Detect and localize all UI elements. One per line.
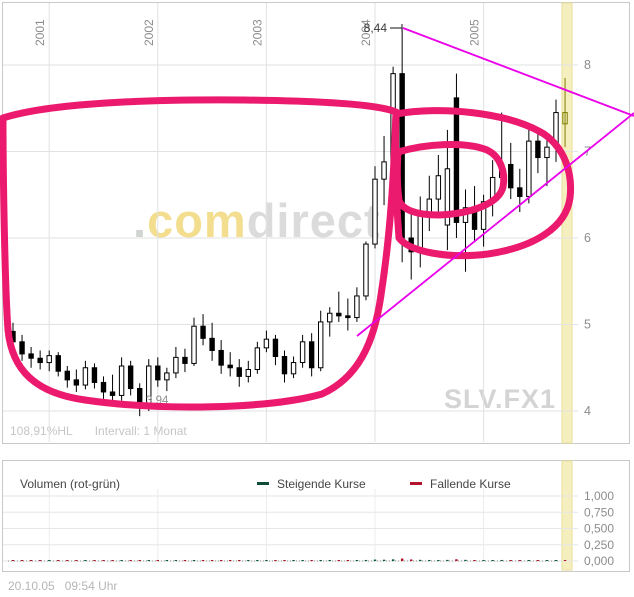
percent-hl-value: 108,91%HL — [10, 424, 73, 438]
chart-timestamp: 20.10.05 09:54 Uhr — [8, 579, 118, 593]
chart-status-line: 108,91%HL Intervall: 1 Monat — [10, 424, 209, 438]
volume-chart-panel — [2, 460, 630, 572]
watermark-com: com — [147, 194, 247, 247]
rising-dash-icon — [257, 482, 269, 486]
watermark-dot: . — [133, 194, 148, 247]
watermark-direct: direct — [246, 194, 381, 247]
legend-rising-label: Steigende Kurse — [277, 477, 366, 491]
legend-falling-prices: Fallende Kurse — [410, 477, 511, 491]
falling-dash-icon — [410, 482, 422, 486]
volume-panel-title: Volumen (rot-grün) — [20, 477, 121, 491]
comdirect-watermark: .comdirect — [133, 193, 381, 248]
symbol-watermark: SLV.FX1 — [444, 384, 557, 414]
interval-label: Intervall: 1 Monat — [94, 424, 187, 438]
legend-rising-prices: Steigende Kurse — [257, 477, 366, 491]
legend-falling-label: Fallende Kurse — [430, 477, 511, 491]
